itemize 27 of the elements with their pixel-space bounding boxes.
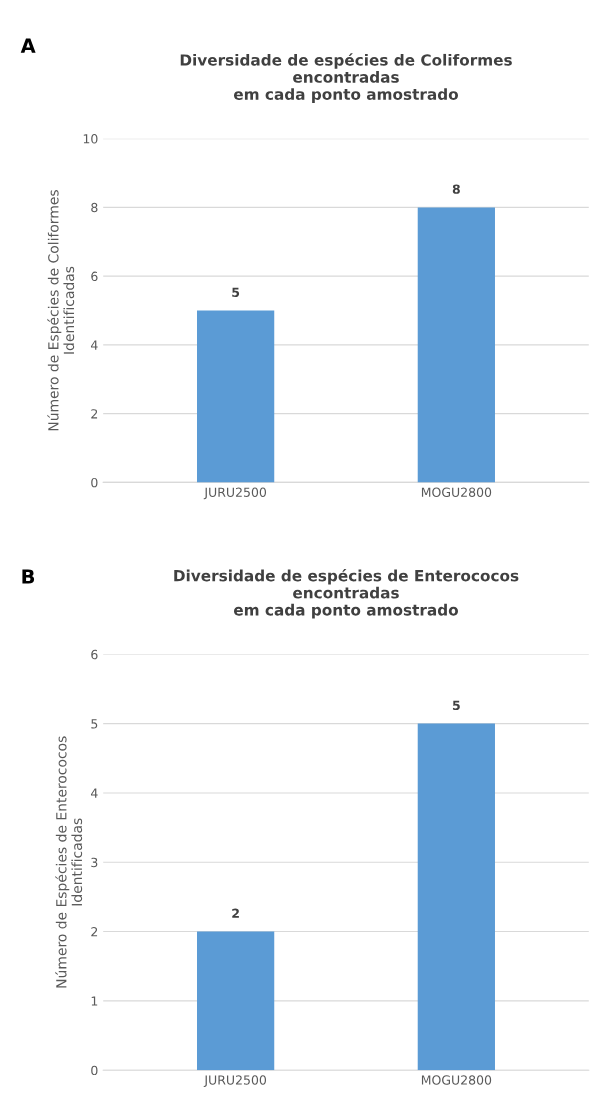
y-tick-label: 3: [91, 857, 98, 868]
y-tick-label: 1: [91, 996, 98, 1006]
text: B: [22, 569, 35, 584]
y-axis-title: Número de Espécies de Coliformes Identificadas: [47, 190, 75, 431]
x-tick-label: JURU2500: [203, 487, 267, 500]
data-label: 8: [452, 184, 460, 194]
data-label: 5: [232, 287, 240, 297]
y-tick-label: 6: [91, 649, 98, 660]
y-tick-label: 0: [91, 477, 98, 488]
chart-title: Diversidade de espécies de Enterococos encontradas em cada ponto amostrado: [174, 568, 519, 619]
chart-title: Diversidade de espécies de Coliformes encontradas em cada ponto amostrado: [180, 53, 512, 103]
data-label: 5: [452, 700, 460, 711]
text: A: [20, 38, 36, 53]
data-label: 2: [232, 908, 239, 918]
y-tick-label: 0: [91, 1065, 98, 1076]
x-tick-label: JURU2500: [203, 1075, 267, 1088]
y-tick-label: 8: [91, 202, 98, 213]
y-tick-label: 5: [91, 719, 98, 729]
y-tick-label: 10: [83, 134, 98, 144]
y-tick-label: 4: [90, 340, 98, 350]
y-tick-label: 6: [91, 271, 98, 282]
y-axis-title: Número de Espécies de Enterococos Identificadas: [55, 736, 83, 988]
x-tick-label: MOGU2800: [421, 487, 492, 497]
y-tick-label: 2: [91, 409, 98, 419]
x-tick-label: MOGU2800: [421, 1075, 492, 1085]
y-tick-label: 2: [91, 927, 98, 937]
y-tick-label: 4: [90, 788, 98, 798]
